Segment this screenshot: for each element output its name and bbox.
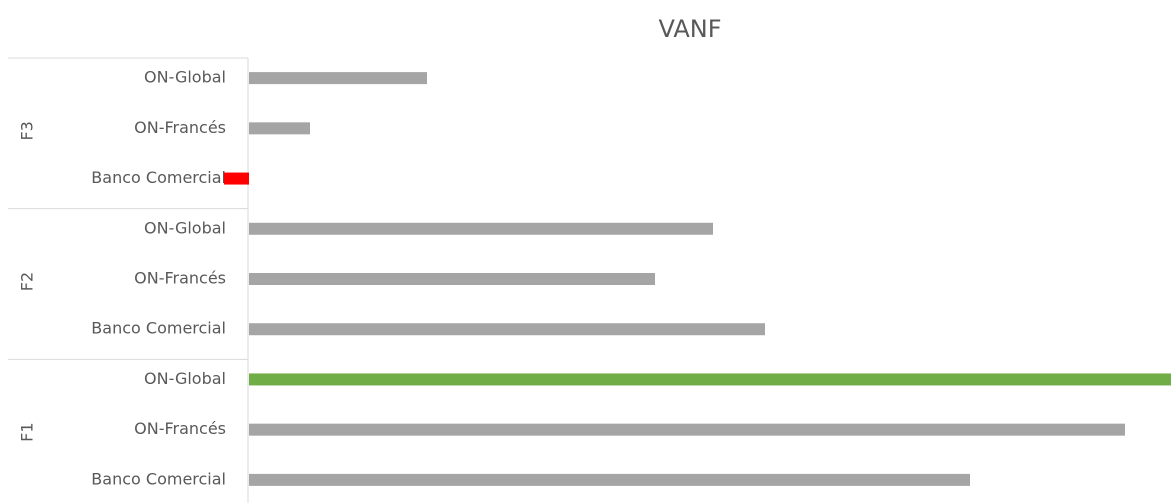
y-tick-label: ON-Global xyxy=(144,218,226,237)
bar xyxy=(249,473,970,486)
bar xyxy=(249,122,310,135)
y-tick-label: Banco Comercial xyxy=(91,469,226,488)
bar xyxy=(249,273,655,285)
bar xyxy=(249,222,713,235)
group-label: F2 xyxy=(18,272,37,291)
bar xyxy=(224,172,249,185)
group-label: F3 xyxy=(18,121,37,140)
y-tick-label: ON-Francés xyxy=(134,419,226,438)
bar xyxy=(249,423,1125,436)
bar xyxy=(249,373,1171,386)
bar xyxy=(249,323,765,336)
y-tick-label: ON-Francés xyxy=(134,269,226,288)
chart-title: VANF xyxy=(658,15,721,43)
y-tick-label: ON-Global xyxy=(144,369,226,388)
bar xyxy=(249,72,427,85)
y-tick-label: Banco Comercial xyxy=(91,168,226,187)
group-label: F1 xyxy=(18,422,37,441)
y-tick-label: Banco Comercial xyxy=(91,319,226,338)
y-tick-label: ON-Global xyxy=(144,68,226,87)
y-tick-label: ON-Francés xyxy=(134,118,226,137)
